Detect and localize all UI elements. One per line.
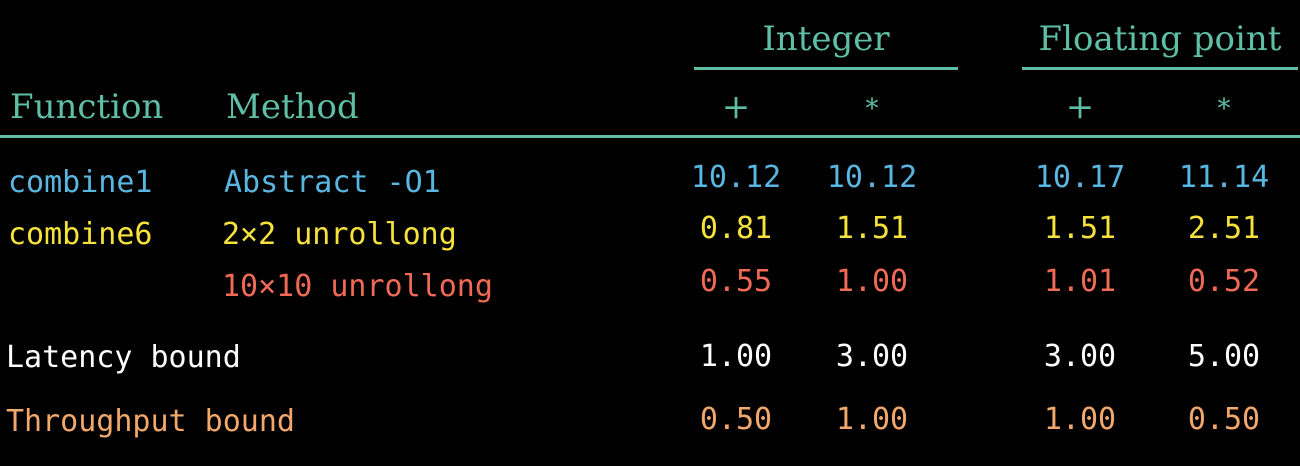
- header-function: Function: [10, 87, 164, 127]
- latency-fp-plus: 3.00: [1043, 339, 1117, 374]
- row-combine1-function: combine1: [8, 165, 153, 200]
- row-combine6-10x10-int-plus: 0.55: [699, 264, 773, 299]
- row-combine6-2x2-int-plus: 0.81: [699, 211, 773, 246]
- header-integer: Integer: [762, 19, 890, 59]
- rule-integer: [694, 67, 958, 70]
- row-combine6-10x10-method: 10×10 unrollong: [222, 269, 493, 304]
- row-combine6-10x10-int-times: 1.00: [835, 264, 909, 299]
- row-combine1-fp-plus: 10.17: [1034, 160, 1126, 195]
- row-combine6-2x2-fp-times: 2.51: [1187, 211, 1261, 246]
- header-int-plus: +: [721, 87, 751, 127]
- latency-int-plus: 1.00: [699, 339, 773, 374]
- row-combine1-method: Abstract -O1: [224, 165, 441, 200]
- row-combine1-fp-times: 11.14: [1178, 160, 1270, 195]
- row-combine6-2x2-int-times: 1.51: [835, 211, 909, 246]
- latency-bound-label: Latency bound: [6, 340, 241, 375]
- header-int-times: *: [865, 94, 879, 124]
- latency-fp-times: 5.00: [1187, 339, 1261, 374]
- row-combine1-int-times: 10.12: [826, 160, 918, 195]
- throughput-int-plus: 0.50: [699, 402, 773, 437]
- throughput-fp-plus: 1.00: [1043, 402, 1117, 437]
- rule-floating-point: [1022, 67, 1298, 70]
- row-combine6-2x2-fp-plus: 1.51: [1043, 211, 1117, 246]
- row-combine6-10x10-fp-times: 0.52: [1187, 264, 1261, 299]
- header-method: Method: [226, 87, 359, 127]
- header-fp-times: *: [1217, 94, 1231, 124]
- throughput-bound-label: Throughput bound: [6, 404, 295, 439]
- row-combine1-int-plus: 10.12: [690, 160, 782, 195]
- header-fp-plus: +: [1065, 87, 1095, 127]
- row-combine6-function: combine6: [8, 217, 153, 252]
- throughput-fp-times: 0.50: [1187, 402, 1261, 437]
- throughput-int-times: 1.00: [835, 402, 909, 437]
- latency-int-times: 3.00: [835, 339, 909, 374]
- row-combine6-2x2-method: 2×2 unrollong: [222, 217, 457, 252]
- row-combine6-10x10-fp-plus: 1.01: [1043, 264, 1117, 299]
- header-floating-point: Floating point: [1038, 19, 1282, 59]
- rule-header: [0, 135, 1300, 138]
